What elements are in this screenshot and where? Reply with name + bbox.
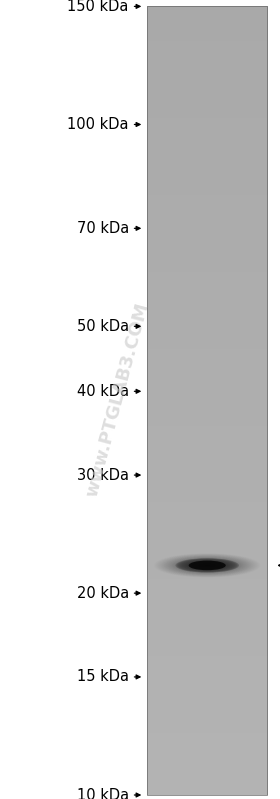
Ellipse shape [200,564,214,567]
Ellipse shape [199,563,215,567]
Text: 150 kDa: 150 kDa [67,0,129,14]
Ellipse shape [156,554,259,577]
Ellipse shape [178,559,236,572]
Text: 50 kDa: 50 kDa [77,319,129,334]
Bar [147,6,267,795]
Ellipse shape [154,554,260,578]
Ellipse shape [174,558,240,573]
Ellipse shape [187,561,227,570]
Text: 100 kDa: 100 kDa [67,117,129,132]
Ellipse shape [160,555,255,576]
Ellipse shape [161,555,254,576]
Ellipse shape [183,560,231,570]
Ellipse shape [158,555,256,577]
Ellipse shape [169,557,246,574]
Ellipse shape [186,561,228,570]
Text: www.PTGLAB3.COM: www.PTGLAB3.COM [83,300,152,499]
Text: 10 kDa: 10 kDa [77,788,129,799]
Ellipse shape [185,560,230,570]
Ellipse shape [190,562,224,570]
Ellipse shape [173,558,242,573]
Ellipse shape [203,565,211,566]
Text: 30 kDa: 30 kDa [77,467,129,483]
Ellipse shape [165,556,249,575]
Ellipse shape [193,562,222,569]
Ellipse shape [198,563,216,567]
Ellipse shape [166,556,248,574]
Ellipse shape [189,561,226,570]
Text: 40 kDa: 40 kDa [77,384,129,399]
Ellipse shape [167,556,247,574]
Ellipse shape [157,554,258,577]
Text: 20 kDa: 20 kDa [76,586,129,601]
Ellipse shape [197,563,218,568]
Ellipse shape [195,562,219,568]
Ellipse shape [170,557,244,574]
Ellipse shape [202,564,213,566]
Ellipse shape [177,559,238,572]
Ellipse shape [171,558,243,574]
Text: 15 kDa: 15 kDa [77,670,129,685]
Ellipse shape [182,560,232,571]
Ellipse shape [162,555,252,575]
Ellipse shape [205,565,210,566]
Ellipse shape [181,559,234,571]
Ellipse shape [175,559,239,573]
Ellipse shape [164,555,251,575]
Ellipse shape [189,561,226,570]
Ellipse shape [179,559,235,572]
Ellipse shape [194,562,220,568]
Text: 70 kDa: 70 kDa [76,221,129,236]
Ellipse shape [191,562,223,569]
